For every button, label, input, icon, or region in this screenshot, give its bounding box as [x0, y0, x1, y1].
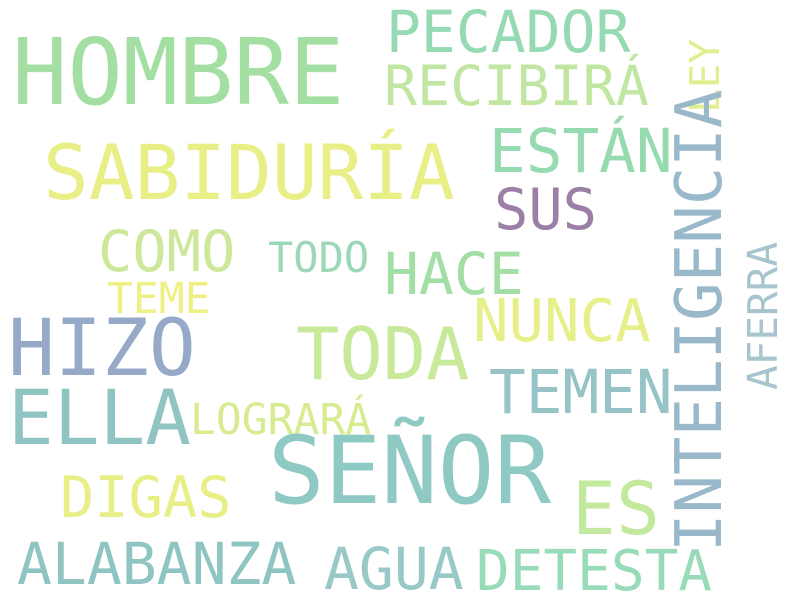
word-sus: SUS: [494, 177, 597, 243]
word-inteligencia: INTELIGENCIA: [663, 89, 737, 552]
word-pecador: PECADOR: [386, 0, 631, 66]
word-como: COMO: [98, 219, 236, 285]
word-lograra: LOGRARÁ: [190, 395, 372, 445]
word-ella: ELLA: [8, 373, 192, 462]
word-todo: TODO: [268, 233, 370, 282]
word-estan: ESTÁN: [489, 116, 673, 187]
word-detesta: DETESTA: [476, 539, 713, 604]
word-sabiduria: SABIDURÍA: [43, 128, 455, 217]
word-teme: TEME: [107, 274, 211, 324]
word-senor: SEÑOR: [268, 417, 551, 526]
word-hizo: HIZO: [8, 304, 196, 394]
word-recibira: RECIBIRÁ: [384, 54, 649, 118]
word-aferra: AFERRA: [739, 241, 787, 390]
word-es: ES: [572, 467, 660, 552]
word-hace: HACE: [384, 240, 524, 308]
word-alabanza: ALABANZA: [17, 530, 297, 598]
word-digas: DIGAS: [60, 465, 232, 531]
word-toda: TODA: [296, 312, 470, 396]
word-agua: AGUA: [324, 535, 464, 603]
word-nunca: NUNCA: [473, 286, 651, 355]
word-hombre: HOMBRE: [12, 19, 345, 126]
word-temen: TEMEN: [489, 357, 673, 428]
